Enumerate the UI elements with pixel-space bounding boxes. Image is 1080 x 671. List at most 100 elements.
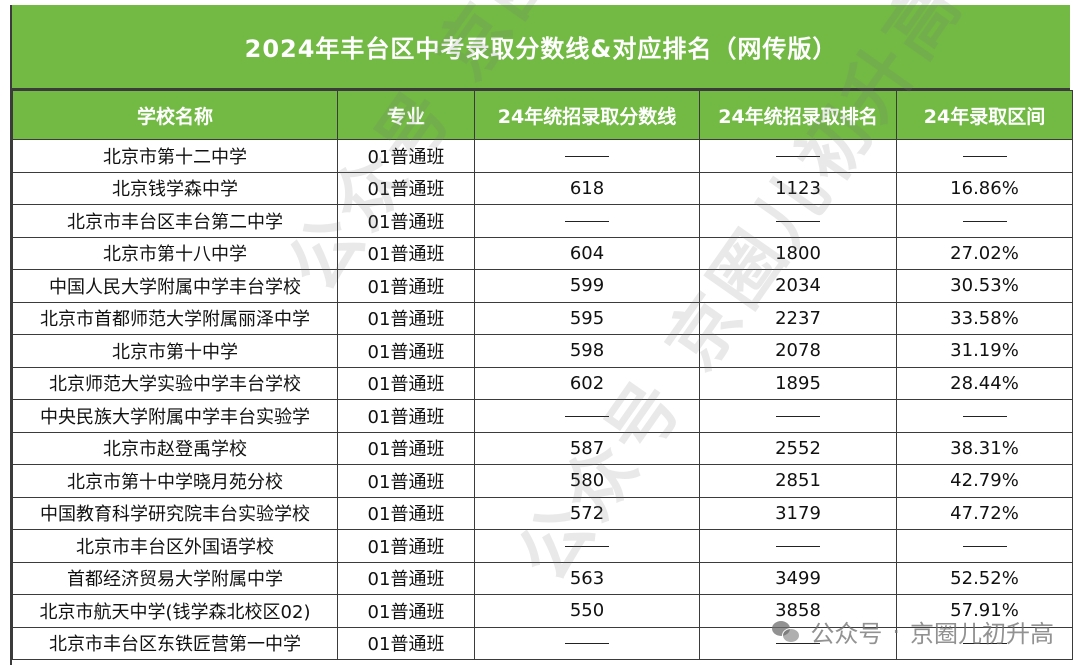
cell-school: 北京市第十中学 (12, 334, 338, 368)
header-range: 24年录取区间 (896, 90, 1073, 140)
cell-range: 33.58% (896, 301, 1073, 335)
empty-value-dash: —— (776, 643, 820, 645)
cell-rank: 2034 (699, 269, 897, 303)
cell-major: 01普通班 (337, 626, 475, 660)
cell-major: 01普通班 (337, 334, 475, 368)
cell-score: 602 (474, 366, 700, 400)
cell-range: 27.02% (896, 236, 1073, 270)
cell-major: 01普通班 (337, 464, 475, 498)
empty-value-dash: —— (776, 545, 820, 547)
cell-range: —— (896, 626, 1073, 660)
table-body: 北京市第十二中学01普通班——————北京钱学森中学01普通班618112316… (12, 139, 1073, 660)
cell-school: 北京市丰台区外国语学校 (12, 529, 338, 563)
empty-value-dash: —— (565, 220, 609, 222)
cell-school: 北京市第十中学晓月苑分校 (12, 464, 338, 498)
cell-score: 595 (474, 301, 700, 335)
cell-range: —— (896, 139, 1073, 173)
cell-range: —— (896, 529, 1073, 563)
empty-value-dash: —— (962, 643, 1007, 645)
empty-value-dash: —— (565, 545, 609, 547)
score-table: 学校名称 专业 24年统招录取分数线 24年统招录取排名 24年录取区间 北京市… (12, 90, 1073, 660)
cell-score: —— (474, 626, 700, 660)
cell-score: 618 (474, 171, 700, 205)
cell-rank: 1123 (699, 171, 897, 205)
empty-value-dash: —— (565, 155, 609, 157)
cell-range: 52.52% (896, 561, 1073, 595)
empty-value-dash: —— (962, 545, 1007, 547)
table-row: 北京市首都师范大学附属丽泽中学 01普通班 595 2237 33.58% (12, 301, 1073, 335)
header-score: 24年统招录取分数线 (474, 90, 700, 140)
cell-major: 01普通班 (337, 561, 475, 595)
cell-rank: —— (699, 139, 897, 173)
cell-major: 01普通班 (337, 171, 475, 205)
cell-major: 01普通班 (337, 594, 475, 628)
cell-range: 42.79% (896, 464, 1073, 498)
cell-school: 中央民族大学附属中学丰台实验学 (12, 399, 338, 433)
cell-rank: 2237 (699, 301, 897, 335)
cell-score: —— (474, 204, 700, 238)
cell-score: 604 (474, 236, 700, 270)
cell-range: 30.53% (896, 269, 1073, 303)
cell-school: 北京市第十八中学 (12, 236, 338, 270)
table-row: 北京市第十八中学 01普通班 604 1800 27.02% (12, 236, 1073, 270)
cell-score: 563 (474, 561, 700, 595)
cell-major: 01普通班 (337, 301, 475, 335)
empty-value-dash: —— (565, 415, 609, 417)
header-rank: 24年统招录取排名 (699, 90, 897, 140)
cell-score: —— (474, 529, 700, 563)
empty-value-dash: —— (565, 643, 609, 645)
cell-range: —— (896, 399, 1073, 433)
cell-school: 首都经济贸易大学附属中学 (12, 561, 338, 595)
cell-score: 598 (474, 334, 700, 368)
header-row: 学校名称 专业 24年统招录取分数线 24年统招录取排名 24年录取区间 (12, 90, 1073, 140)
cell-major: 01普通班 (337, 204, 475, 238)
cell-major: 01普通班 (337, 139, 475, 173)
cell-score: 550 (474, 594, 700, 628)
table-row: 北京市赵登禹学校 01普通班 587 2552 38.31% (12, 431, 1073, 465)
header-school: 学校名称 (12, 90, 338, 140)
cell-major: 01普通班 (337, 399, 475, 433)
cell-range: 31.19% (896, 334, 1073, 368)
cell-range: 28.44% (896, 366, 1073, 400)
cell-rank: 3179 (699, 496, 897, 530)
cell-rank: 3858 (699, 594, 897, 628)
cell-rank: 1895 (699, 366, 897, 400)
cell-score: —— (474, 399, 700, 433)
table-row: 北京市第十中学 01普通班 598 2078 31.19% (12, 334, 1073, 368)
cell-major: 01普通班 (337, 236, 475, 270)
table-row: 北京钱学森中学 01普通班 618 1123 16.86% (12, 171, 1073, 205)
header-major: 专业 (337, 90, 475, 140)
cell-range: 47.72% (896, 496, 1073, 530)
cell-major: 01普通班 (337, 366, 475, 400)
cell-score: 580 (474, 464, 700, 498)
cell-rank: —— (699, 626, 897, 660)
cell-rank: 3499 (699, 561, 897, 595)
cell-range: 16.86% (896, 171, 1073, 205)
empty-value-dash: —— (776, 155, 820, 157)
cell-school: 北京师范大学实验中学丰台学校 (12, 366, 338, 400)
table-row: 中国教育科学研究院丰台实验学校 01普通班 572 3179 47.72% (12, 496, 1073, 530)
cell-school: 中国人民大学附属中学丰台学校 (12, 269, 338, 303)
cell-rank: 2078 (699, 334, 897, 368)
cell-major: 01普通班 (337, 496, 475, 530)
cell-range: 57.91% (896, 594, 1073, 628)
cell-score: —— (474, 139, 700, 173)
cell-major: 01普通班 (337, 269, 475, 303)
cell-score: 599 (474, 269, 700, 303)
cell-school: 北京钱学森中学 (12, 171, 338, 205)
table-row: 北京市航天中学(钱学森北校区02) 01普通班 550 3858 57.91% (12, 594, 1073, 628)
cell-range: —— (896, 204, 1073, 238)
cell-rank: —— (699, 204, 897, 238)
empty-value-dash: —— (962, 415, 1007, 417)
cell-rank: 2851 (699, 464, 897, 498)
empty-value-dash: —— (776, 415, 820, 417)
empty-value-dash: —— (776, 220, 820, 222)
cell-range: 38.31% (896, 431, 1073, 465)
cell-school: 北京市丰台区东铁匠营第一中学 (12, 626, 338, 660)
cell-score: 572 (474, 496, 700, 530)
table-row: 首都经济贸易大学附属中学 01普通班 563 3499 52.52% (12, 561, 1073, 595)
